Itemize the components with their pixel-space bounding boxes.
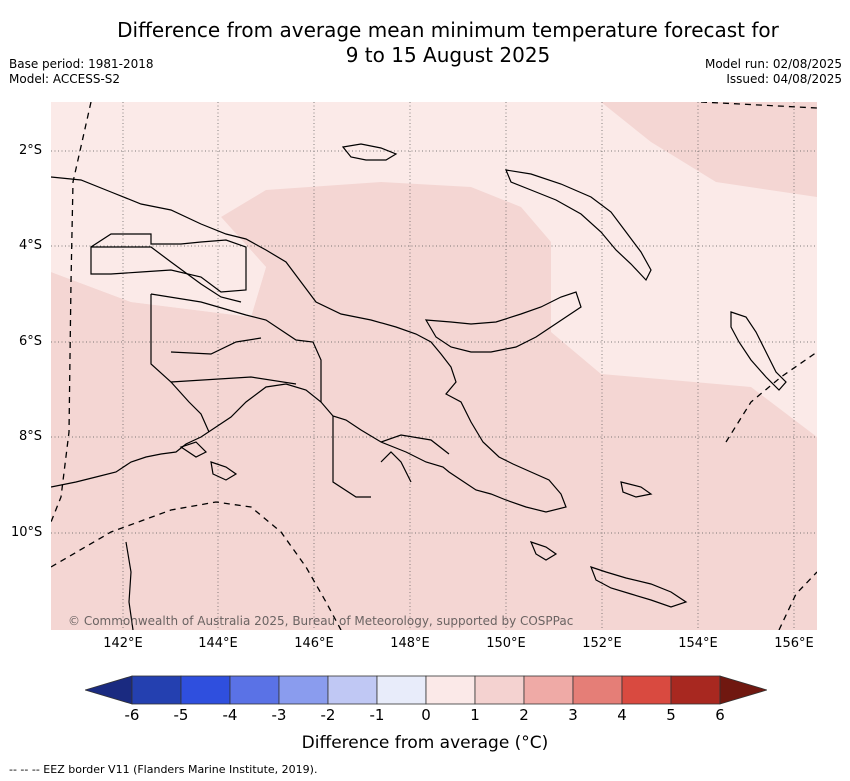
colorbar-tick-label: -1 (369, 706, 385, 724)
eez-footnote: -- -- -- EEZ border V11 (Flanders Marine… (9, 763, 318, 776)
colorbar-tick-label: -5 (173, 706, 189, 724)
lat-tick-8s: 8°S (19, 429, 43, 444)
anomaly-zone-medium-ne (601, 102, 817, 197)
colorbar-segment (180, 675, 231, 705)
colorbar-tick-label: -2 (320, 706, 336, 724)
gridlines (51, 102, 817, 630)
title-line-2: 9 to 15 August 2025 (345, 43, 551, 67)
lon-tick-142e: 142°E (103, 636, 143, 651)
colorbar-tick-label: -3 (271, 706, 287, 724)
colorbar-extend-low (83, 675, 133, 705)
coastlines (51, 143, 787, 630)
model-run: Model run: 02/08/2025 (704, 57, 842, 71)
colorbar-segment (229, 675, 280, 705)
eez-borders (51, 102, 817, 630)
colorbar-tick-label: 6 (715, 706, 725, 724)
lon-tick-146e: 146°E (294, 636, 334, 651)
base-period: Base period: 1981-2018 (9, 57, 154, 71)
lon-tick-150e: 150°E (486, 636, 526, 651)
lon-tick-144e: 144°E (198, 636, 238, 651)
issued-date: Issued: 04/08/2025 (726, 72, 842, 86)
title-line-1: Difference from average mean minimum tem… (117, 18, 779, 42)
colorbar-tick-label: -6 (124, 706, 140, 724)
colorbar-segment (621, 675, 672, 705)
lat-tick-2s: 2°S (19, 143, 43, 158)
lon-tick-152e: 152°E (582, 636, 622, 651)
colorbar-svg (83, 675, 769, 705)
colorbar-segment (523, 675, 574, 705)
colorbar-segment (425, 675, 476, 705)
map-svg (51, 102, 817, 630)
colorbar-tick-label: 5 (666, 706, 676, 724)
colorbar-extend-high (719, 675, 769, 705)
colorbar-tick-label: -4 (222, 706, 238, 724)
colorbar-segment (278, 675, 329, 705)
model-name: Model: ACCESS-S2 (9, 72, 121, 86)
meta-right: Model run: 02/08/2025 Issued: 04/08/2025 (705, 57, 842, 87)
colorbar (83, 675, 769, 705)
lon-tick-156e: 156°E (774, 636, 814, 651)
colorbar-tick-label: 3 (568, 706, 578, 724)
colorbar-tick-label: 2 (519, 706, 529, 724)
colorbar-segment (572, 675, 623, 705)
colorbar-tick-label: 4 (617, 706, 627, 724)
lat-tick-6s: 6°S (19, 334, 43, 349)
meta-left: Base period: 1981-2018 Model: ACCESS-S2 (9, 57, 154, 87)
colorbar-tick-label: 0 (421, 706, 431, 724)
lon-tick-154e: 154°E (678, 636, 718, 651)
colorbar-tick-label: 1 (470, 706, 480, 724)
colorbar-title: Difference from average (°C) (301, 733, 549, 753)
colorbar-segment (670, 675, 721, 705)
colorbar-segment (327, 675, 378, 705)
anomaly-zone-light (51, 102, 817, 437)
lon-tick-148e: 148°E (390, 636, 430, 651)
lat-tick-4s: 4°S (19, 238, 43, 253)
lat-tick-10s: 10°S (11, 525, 43, 540)
copyright-notice: © Commonwealth of Australia 2025, Bureau… (68, 614, 574, 628)
colorbar-segment (131, 675, 182, 705)
colorbar-segment (376, 675, 427, 705)
chart-title: Difference from average mean minimum tem… (70, 18, 826, 68)
colorbar-segment (474, 675, 525, 705)
map-panel (51, 102, 817, 630)
